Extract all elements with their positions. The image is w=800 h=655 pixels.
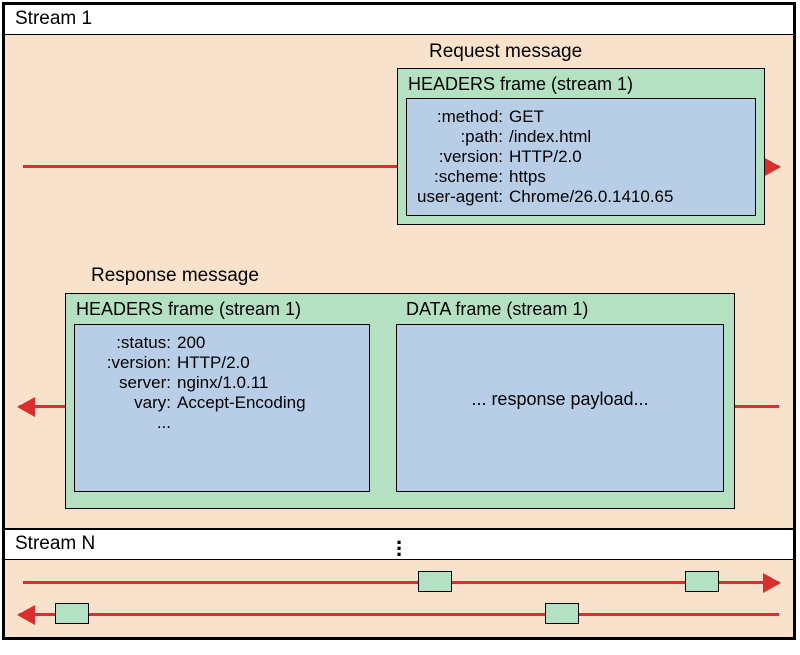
response-headers-body: :status:200:version:HTTP/2.0server:nginx… (74, 324, 370, 492)
kv-key: :path: (417, 127, 509, 147)
kv-value: HTTP/2.0 (177, 353, 359, 373)
ellipsis-icon: ... (396, 534, 402, 552)
kv-row: vary:Accept-Encoding (85, 393, 359, 413)
streamN-response-arrow (19, 613, 779, 616)
request-label: Request message (429, 41, 582, 63)
response-label: Response message (91, 265, 259, 287)
response-data-title: DATA frame (stream 1) (396, 294, 726, 323)
diagram-container: Stream 1 Request message HEADERS frame (… (2, 2, 796, 640)
kv-value: /index.html (509, 127, 745, 147)
streamN-request-arrow (23, 581, 779, 584)
kv-row: :path:/index.html (417, 127, 745, 147)
mini-frame (418, 571, 452, 592)
kv-key: :scheme: (417, 167, 509, 187)
kv-key: user-agent: (417, 187, 509, 207)
kv-key: ... (85, 413, 177, 433)
kv-row: :version:HTTP/2.0 (85, 353, 359, 373)
kv-row: :method:GET (417, 107, 745, 127)
streamN-label-bar: Stream N ... (5, 529, 793, 560)
kv-value (177, 413, 359, 433)
kv-key: :method: (417, 107, 509, 127)
kv-row: :status:200 (85, 333, 359, 353)
kv-value: nginx/1.0.11 (177, 373, 359, 393)
kv-row: server:nginx/1.0.11 (85, 373, 359, 393)
response-data-body: ... response payload... (396, 324, 724, 492)
response-frame-group: HEADERS frame (stream 1) :status:200:ver… (65, 293, 735, 509)
request-headers-frame: HEADERS frame (stream 1) :method:GET:pat… (397, 68, 765, 225)
request-headers-body: :method:GET:path:/index.html:version:HTT… (406, 98, 756, 216)
response-headers-title: HEADERS frame (stream 1) (66, 294, 381, 323)
mini-frame (55, 603, 89, 624)
mini-frame (685, 571, 719, 592)
kv-value: Accept-Encoding (177, 393, 359, 413)
kv-key: vary: (85, 393, 177, 413)
kv-key: :version: (85, 353, 177, 373)
kv-key: server: (85, 373, 177, 393)
kv-value: HTTP/2.0 (509, 147, 745, 167)
kv-value: https (509, 167, 745, 187)
kv-row: :version:HTTP/2.0 (417, 147, 745, 167)
kv-row: user-agent:Chrome/26.0.1410.65 (417, 187, 745, 207)
streamN-label: Stream N (15, 533, 95, 554)
stream1-body: Request message HEADERS frame (stream 1)… (5, 35, 793, 529)
kv-value: Chrome/26.0.1410.65 (509, 187, 745, 207)
kv-key: :status: (85, 333, 177, 353)
kv-key: :version: (417, 147, 509, 167)
request-headers-title: HEADERS frame (stream 1) (398, 69, 764, 98)
mini-frame (545, 603, 579, 624)
kv-row: :scheme:https (417, 167, 745, 187)
streamN-body (5, 560, 793, 637)
kv-value: GET (509, 107, 745, 127)
kv-value: 200 (177, 333, 359, 353)
kv-row: ... (85, 413, 359, 433)
stream1-label: Stream 1 (5, 5, 793, 35)
